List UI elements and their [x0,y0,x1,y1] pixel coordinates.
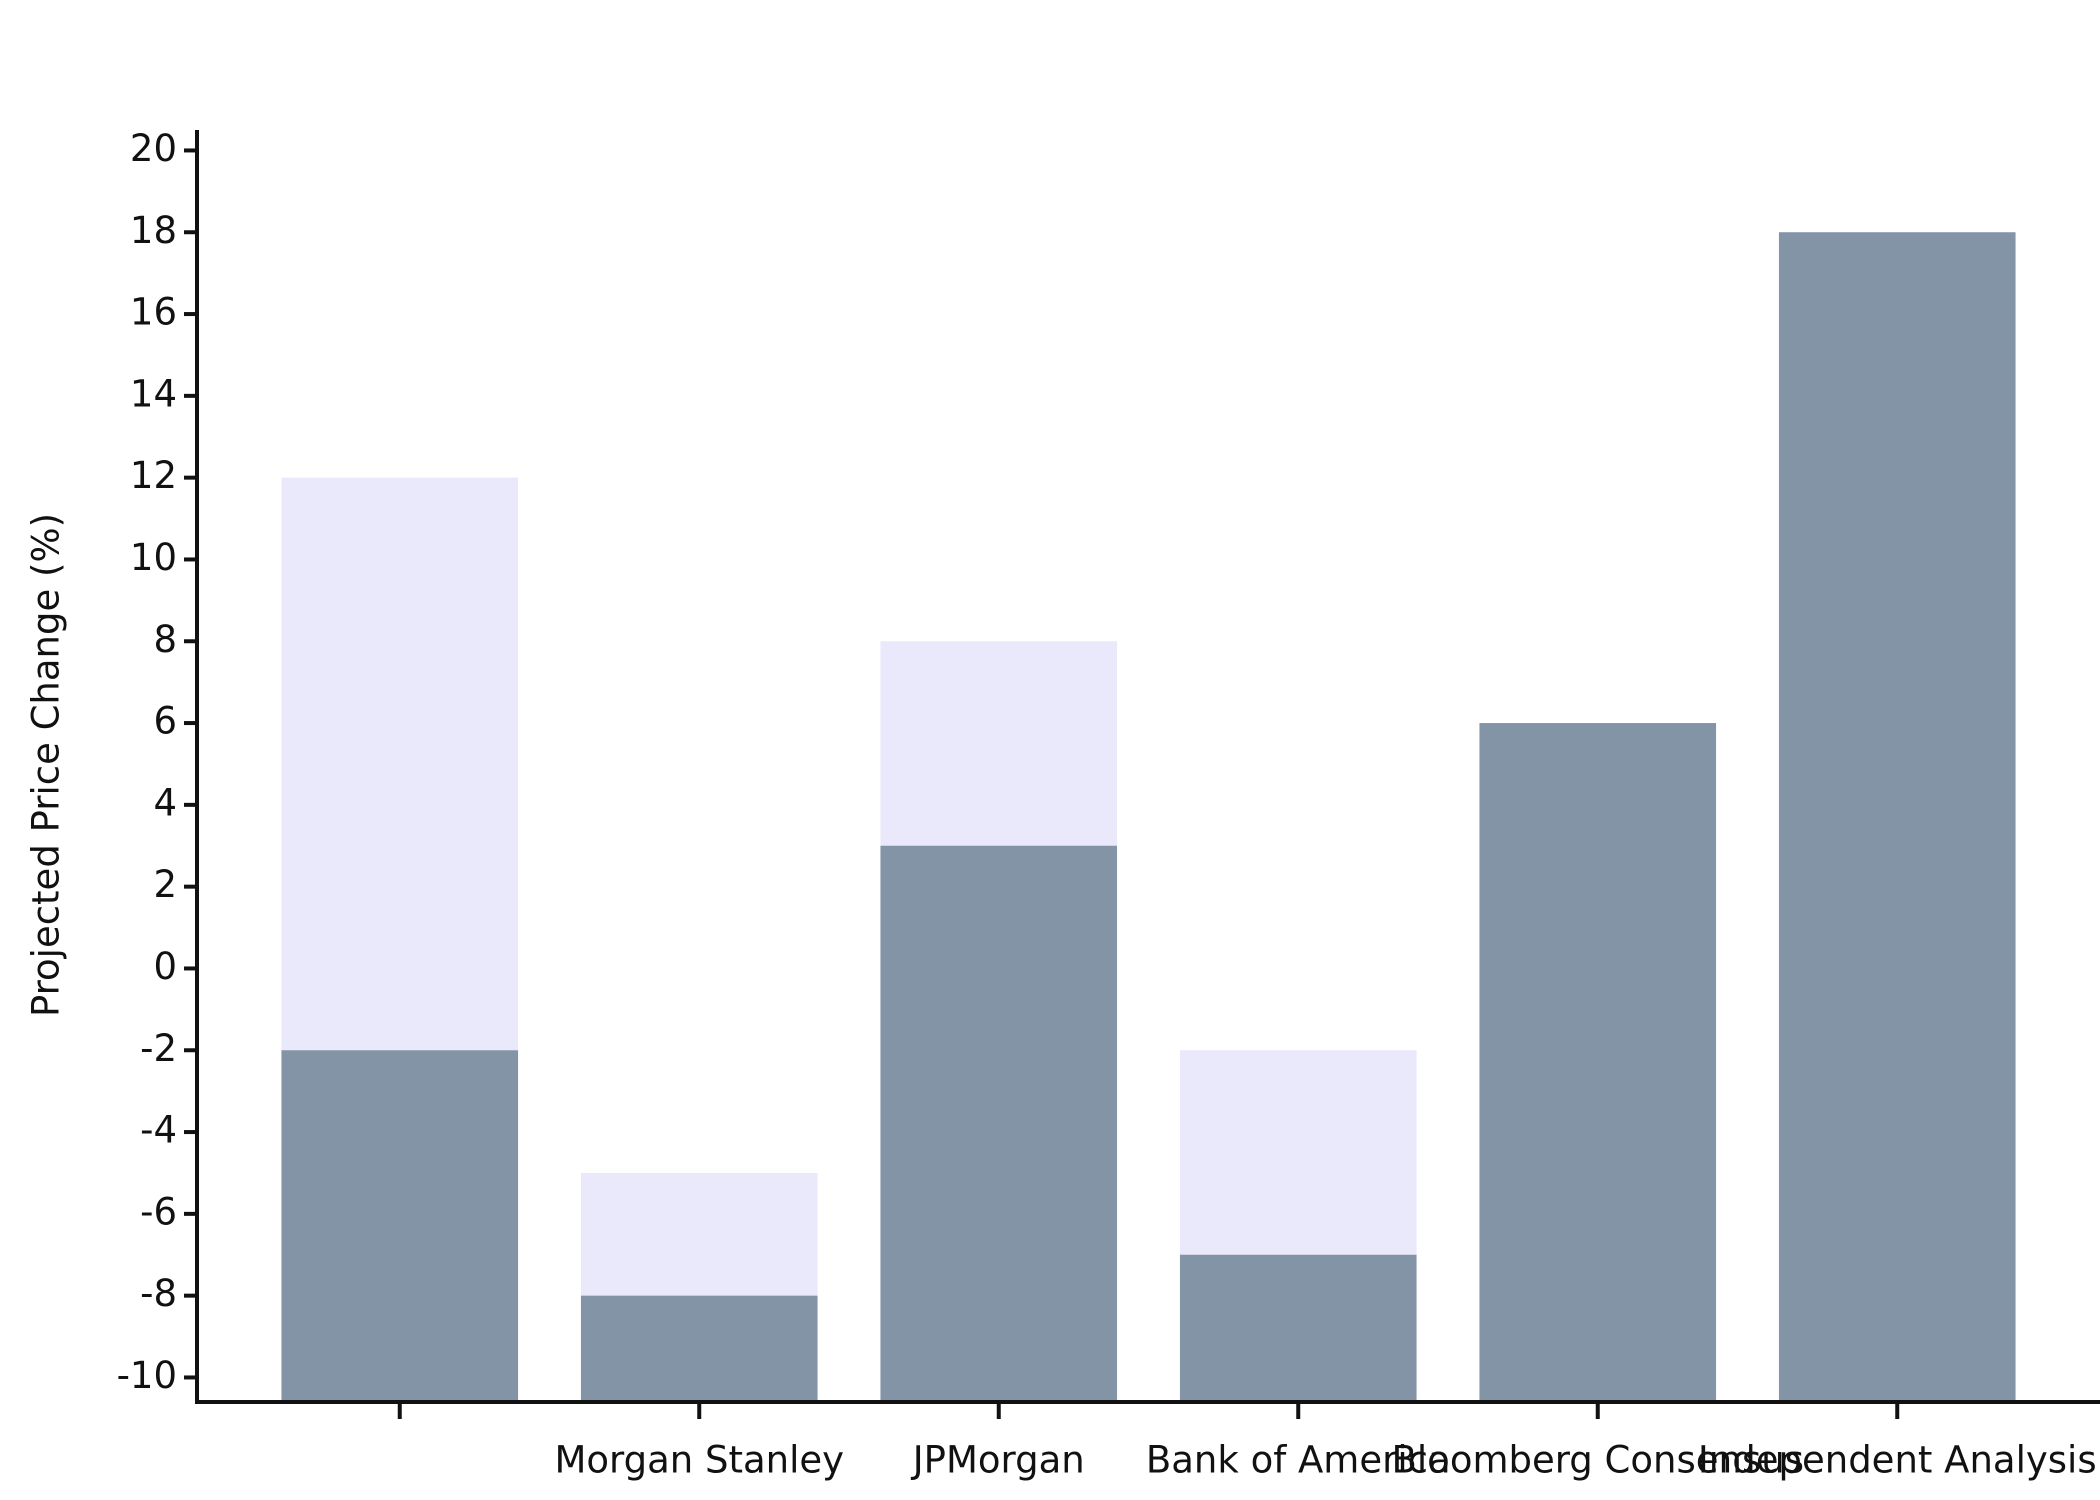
y-tick-label: 0 [153,945,177,988]
y-tick-label: 14 [130,372,177,415]
y-tick-label: -8 [140,1272,177,1315]
x-tick-label: JPMorgan [911,1439,1085,1482]
y-tick-label: 2 [153,863,177,906]
x-tick-label: Independent Analysis [1698,1439,2097,1482]
bar [880,845,1118,1402]
y-tick-label: 12 [130,454,177,497]
y-tick-label: -10 [117,1354,177,1397]
y-tick-label: 20 [130,127,177,170]
y-tick-label: 10 [130,536,177,579]
y-tick-label: 6 [153,700,177,743]
bar [1179,1254,1417,1402]
x-tick-label: Bank of America [1146,1439,1451,1482]
y-tick-label: 18 [130,209,177,252]
bar [1778,232,2016,1402]
bar [1479,723,1717,1402]
y-tick-label: 8 [153,618,177,661]
y-tick-label: -6 [140,1190,177,1233]
x-tick-label: Bloomberg Consensus [1392,1439,1804,1482]
bar [580,1295,818,1402]
y-tick-label: 16 [130,291,177,334]
bar [281,1050,519,1402]
y-tick-label: 4 [153,781,177,824]
y-tick-label: -4 [140,1109,177,1152]
y-axis-label: Projected Price Change (%) [25,513,68,1017]
x-tick-label: Morgan Stanley [554,1439,844,1482]
y-tick-label: -2 [140,1027,177,1070]
